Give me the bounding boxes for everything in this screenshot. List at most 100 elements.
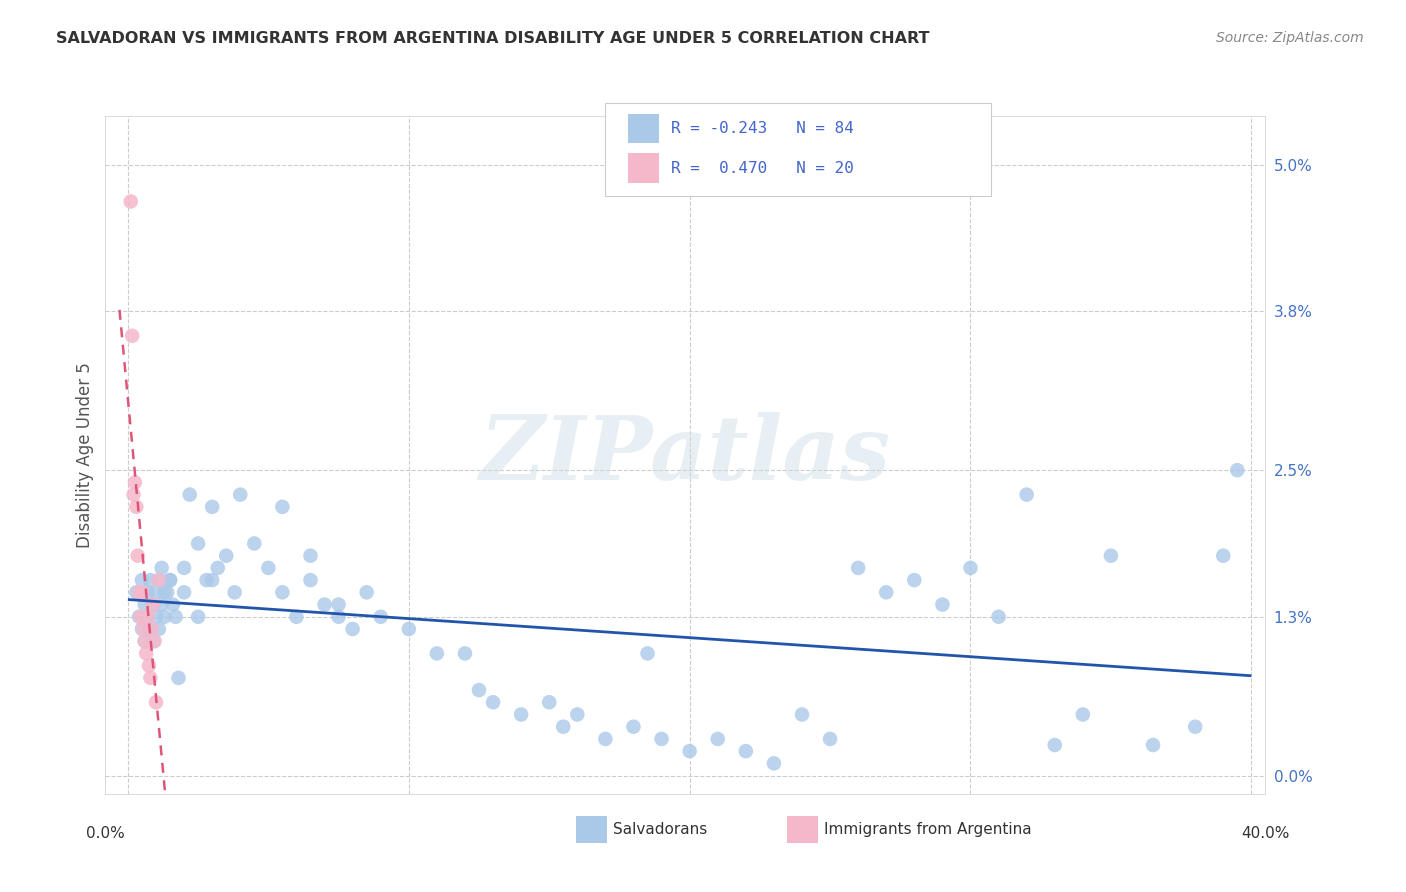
Point	[173, 585, 195, 599]
Point	[150, 561, 173, 575]
Point	[1226, 463, 1249, 477]
Point	[150, 598, 173, 612]
Point	[229, 488, 252, 502]
Point	[142, 634, 165, 648]
Point	[129, 609, 152, 624]
Point	[538, 695, 561, 709]
Point	[903, 573, 925, 587]
Point	[131, 622, 153, 636]
Point	[1184, 720, 1206, 734]
Point	[243, 536, 266, 550]
Point	[931, 598, 953, 612]
Text: SALVADORAN VS IMMIGRANTS FROM ARGENTINA DISABILITY AGE UNDER 5 CORRELATION CHART: SALVADORAN VS IMMIGRANTS FROM ARGENTINA …	[56, 31, 929, 46]
Point	[207, 561, 229, 575]
Point	[271, 585, 294, 599]
Point	[162, 598, 184, 612]
Point	[201, 573, 224, 587]
Point	[342, 622, 364, 636]
Point	[136, 609, 159, 624]
Point	[136, 585, 159, 599]
Point	[134, 598, 156, 612]
Point	[356, 585, 378, 599]
Point	[482, 695, 505, 709]
Point	[148, 622, 170, 636]
Point	[1212, 549, 1234, 563]
Text: ZIPatlas: ZIPatlas	[479, 412, 891, 498]
Point	[145, 609, 167, 624]
Point	[959, 561, 981, 575]
Point	[132, 622, 155, 636]
Point	[131, 573, 153, 587]
Point	[125, 585, 148, 599]
Text: Immigrants from Argentina: Immigrants from Argentina	[824, 822, 1032, 837]
Point	[1142, 738, 1164, 752]
Point	[139, 573, 162, 587]
Point	[328, 598, 350, 612]
Point	[637, 647, 659, 661]
Point	[299, 549, 322, 563]
Point	[122, 488, 145, 502]
Point	[128, 585, 150, 599]
Point	[187, 609, 209, 624]
Point	[143, 634, 166, 648]
Point	[195, 573, 218, 587]
Point	[398, 622, 420, 636]
Point	[159, 573, 181, 587]
Text: Source: ZipAtlas.com: Source: ZipAtlas.com	[1216, 31, 1364, 45]
Y-axis label: Disability Age Under 5: Disability Age Under 5	[76, 362, 94, 548]
Point	[125, 500, 148, 514]
Point	[145, 695, 167, 709]
Point	[159, 573, 181, 587]
Text: 0.0%: 0.0%	[86, 827, 125, 841]
Point	[846, 561, 869, 575]
Point	[135, 647, 157, 661]
Point	[131, 585, 153, 599]
Point	[678, 744, 700, 758]
Text: 40.0%: 40.0%	[1241, 827, 1289, 841]
Point	[165, 609, 187, 624]
Point	[1043, 738, 1066, 752]
Point	[623, 720, 645, 734]
Point	[567, 707, 589, 722]
Point	[651, 731, 673, 746]
Point	[426, 647, 449, 661]
Point	[299, 573, 322, 587]
Point	[595, 731, 617, 746]
Text: R =  0.470   N = 20: R = 0.470 N = 20	[671, 161, 853, 176]
Point	[124, 475, 146, 490]
Point	[553, 720, 575, 734]
Point	[136, 609, 159, 624]
Point	[141, 622, 163, 636]
Point	[128, 609, 150, 624]
Text: R = -0.243   N = 84: R = -0.243 N = 84	[671, 120, 853, 136]
Point	[987, 609, 1010, 624]
Point	[762, 756, 785, 771]
Point	[454, 647, 477, 661]
Point	[156, 585, 179, 599]
Point	[1071, 707, 1094, 722]
Point	[167, 671, 190, 685]
Text: Salvadorans: Salvadorans	[613, 822, 707, 837]
Point	[875, 585, 897, 599]
Point	[314, 598, 336, 612]
Point	[468, 683, 491, 698]
Point	[121, 328, 143, 343]
Point	[134, 634, 156, 648]
Point	[148, 573, 170, 587]
Point	[734, 744, 756, 758]
Point	[271, 500, 294, 514]
Point	[285, 609, 308, 624]
Point	[148, 573, 170, 587]
Point	[153, 609, 176, 624]
Point	[134, 634, 156, 648]
Point	[187, 536, 209, 550]
Point	[142, 598, 165, 612]
Point	[145, 585, 167, 599]
Point	[201, 500, 224, 514]
Point	[370, 609, 392, 624]
Point	[139, 671, 162, 685]
Point	[139, 622, 162, 636]
Point	[138, 658, 160, 673]
Point	[790, 707, 813, 722]
Point	[142, 598, 165, 612]
